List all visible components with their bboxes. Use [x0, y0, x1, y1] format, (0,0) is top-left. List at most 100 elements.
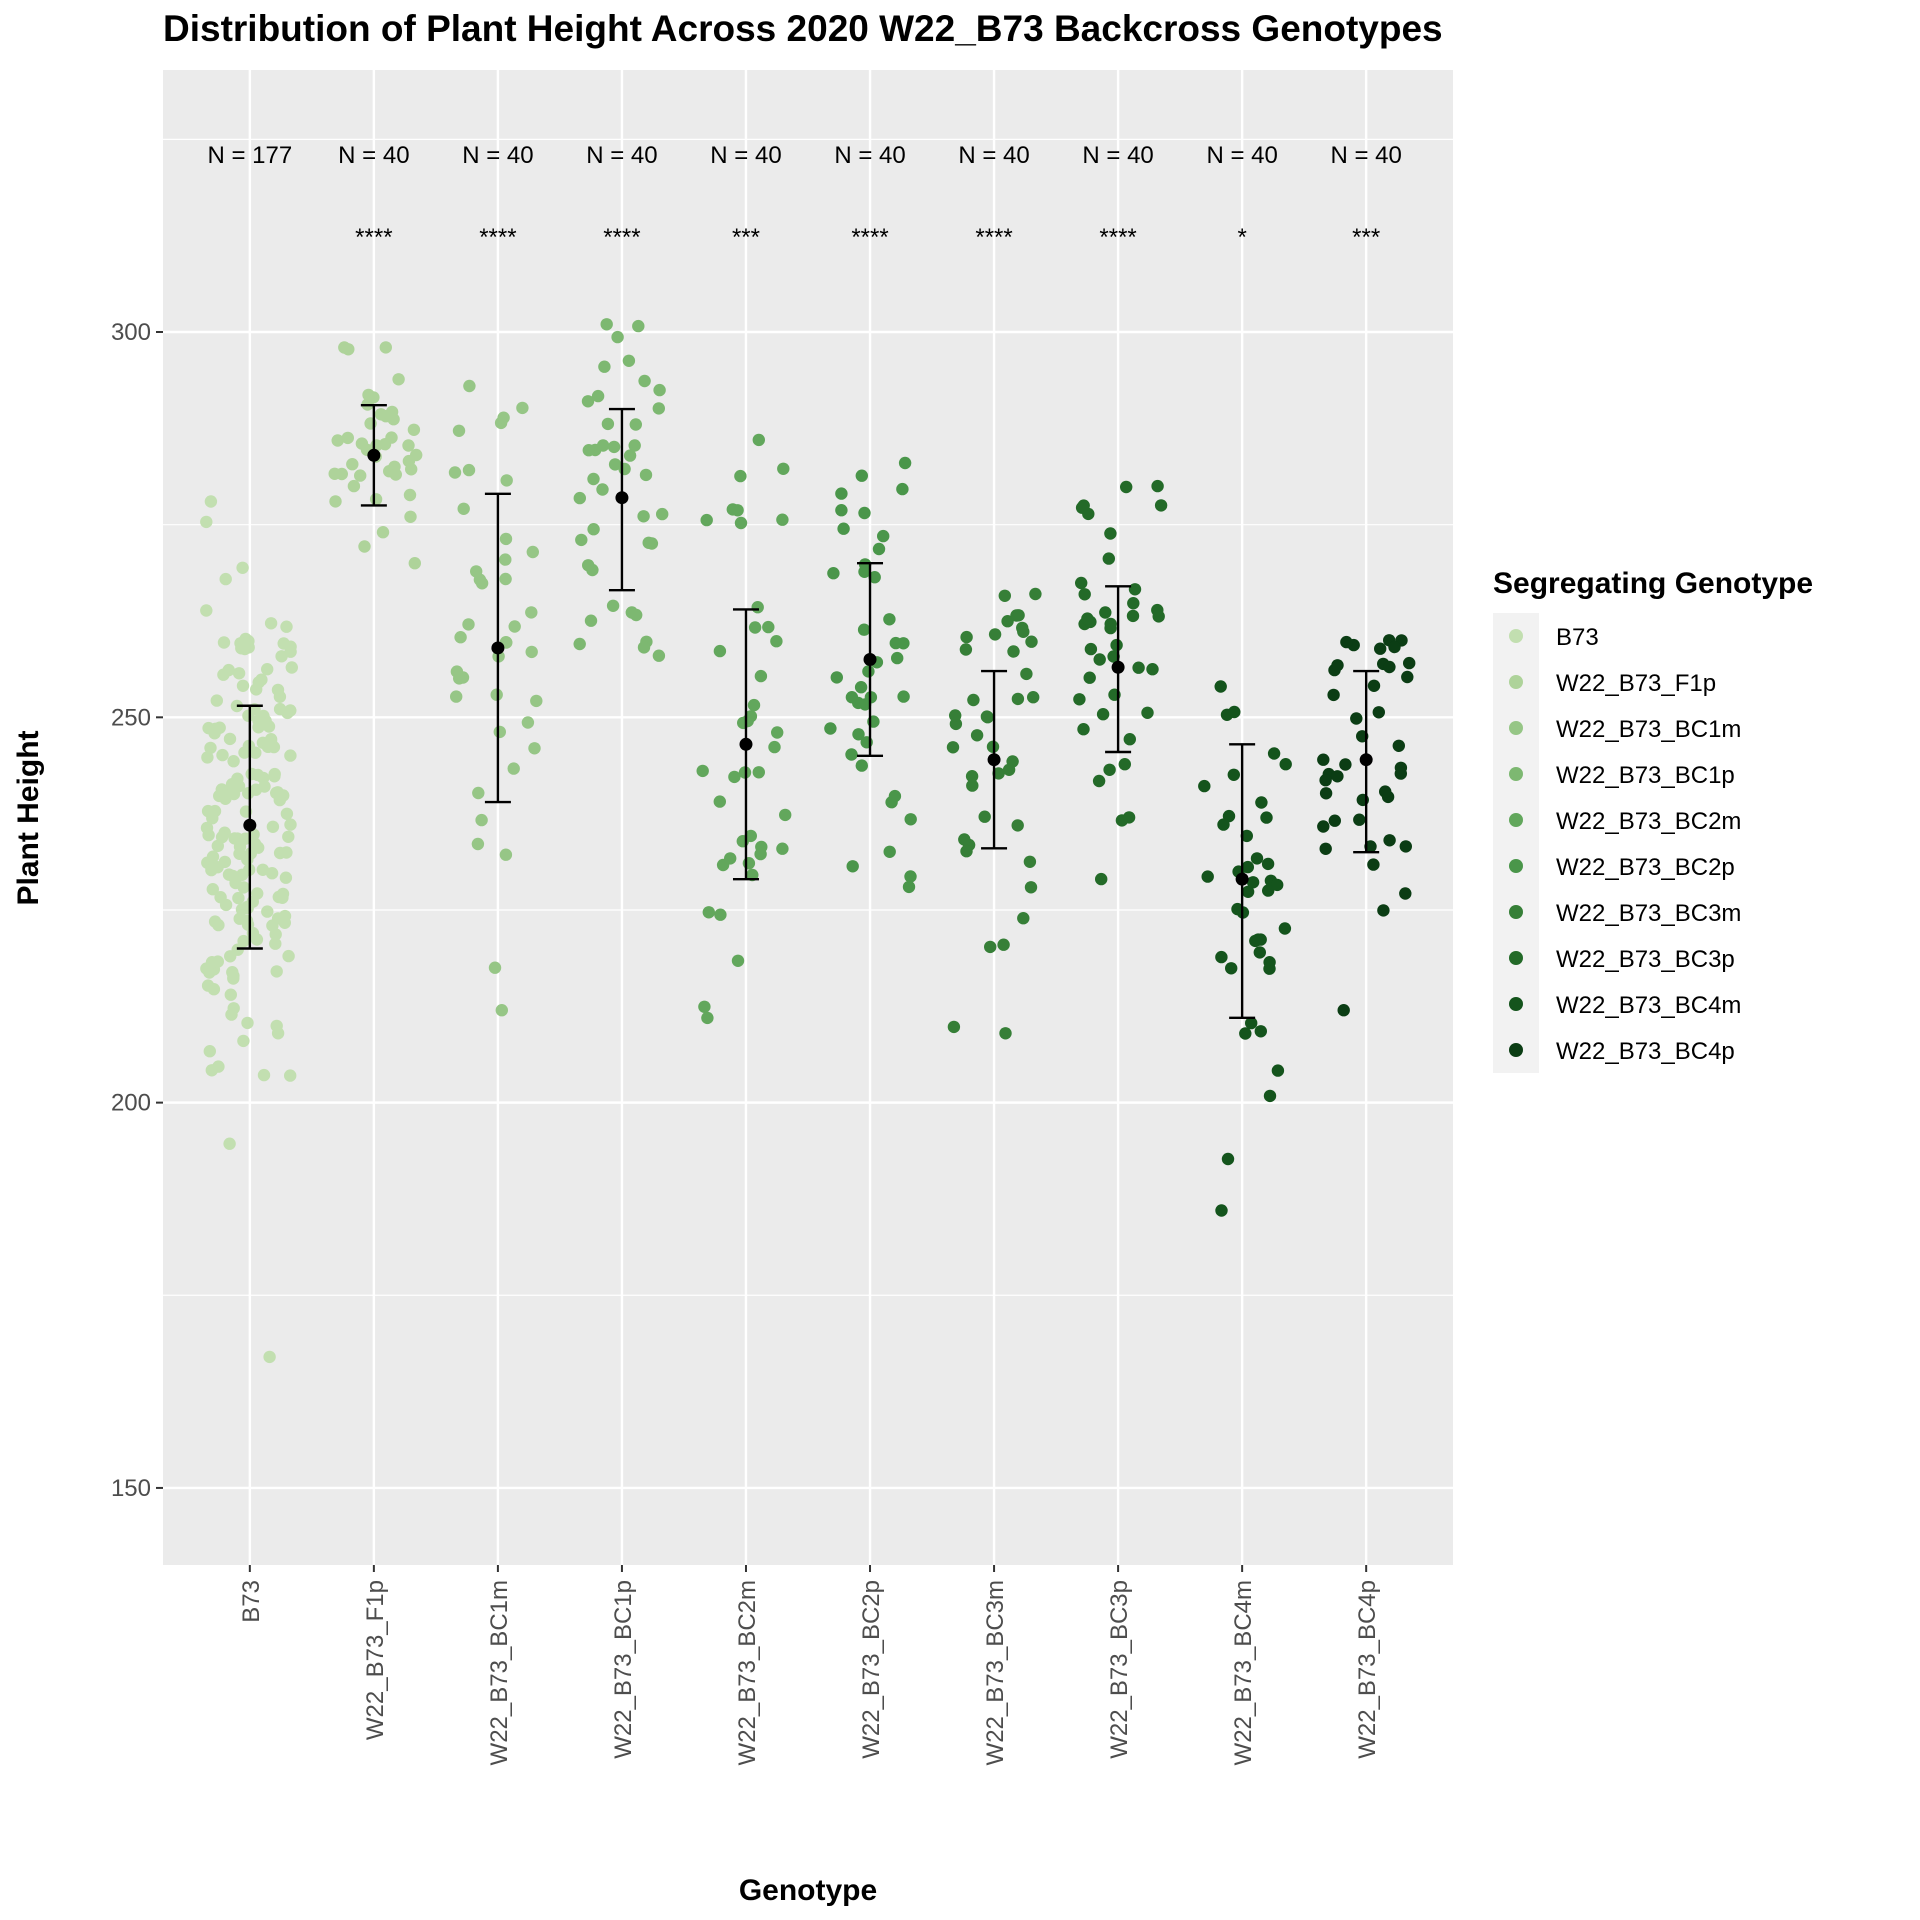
data-point	[453, 672, 466, 685]
data-point	[269, 928, 282, 941]
data-point	[734, 469, 747, 483]
data-point	[284, 1069, 297, 1082]
data-point	[980, 710, 994, 723]
y-axis-title: Plant Height	[12, 730, 45, 905]
data-point	[611, 330, 624, 344]
data-point	[268, 770, 281, 783]
data-point	[1146, 663, 1159, 676]
data-point	[251, 887, 264, 900]
data-point	[888, 789, 902, 803]
data-point	[475, 577, 489, 590]
mean-point	[491, 641, 505, 655]
data-point	[209, 722, 222, 735]
data-point	[868, 571, 881, 584]
data-point	[224, 988, 237, 1001]
data-point	[1023, 855, 1037, 868]
data-point	[203, 966, 216, 979]
data-point	[472, 786, 485, 800]
data-point	[827, 567, 840, 580]
data-point	[898, 456, 912, 470]
data-point	[279, 871, 293, 884]
data-point	[1099, 606, 1112, 619]
data-point	[223, 732, 237, 746]
data-point	[1319, 774, 1332, 787]
legend-label: W22_B73_BC4m	[1556, 992, 1741, 1019]
legend-label: W22_B73_BC4p	[1556, 1038, 1735, 1065]
data-point	[1340, 635, 1353, 649]
data-point	[984, 940, 997, 954]
data-point	[1007, 645, 1020, 658]
data-point	[902, 880, 916, 894]
sample-size-label: N = 40	[1206, 142, 1277, 169]
data-point	[1104, 617, 1117, 631]
data-point	[1350, 712, 1363, 725]
data-point	[637, 641, 651, 654]
data-point	[1017, 912, 1030, 925]
legend-label: W22_B73_F1p	[1556, 670, 1716, 697]
data-point	[1096, 708, 1110, 721]
data-point	[629, 418, 642, 431]
data-point	[497, 411, 510, 424]
data-point	[855, 759, 868, 772]
x-tick-label: W22_B73_BC3p	[1106, 1580, 1133, 1759]
data-point	[883, 845, 896, 858]
data-point	[1401, 670, 1414, 684]
data-point	[1254, 1025, 1268, 1038]
data-point	[285, 661, 298, 674]
data-point	[714, 908, 727, 921]
data-point	[507, 762, 520, 775]
legend-label: W22_B73_BC2m	[1556, 808, 1741, 835]
data-point	[227, 1002, 240, 1015]
significance-label: ****	[479, 224, 516, 251]
data-point	[835, 504, 848, 517]
data-point	[632, 319, 645, 333]
data-point	[500, 474, 513, 487]
data-point	[354, 469, 367, 482]
data-point	[622, 354, 636, 367]
data-point	[728, 770, 741, 784]
data-point	[237, 934, 250, 948]
data-point	[606, 599, 620, 612]
data-point	[638, 374, 651, 388]
data-point	[1132, 661, 1145, 674]
data-point	[284, 818, 297, 831]
data-point	[227, 755, 240, 768]
data-point	[872, 542, 886, 556]
data-point	[342, 343, 355, 356]
data-point	[249, 746, 262, 759]
data-point	[516, 401, 529, 415]
data-point	[239, 832, 252, 845]
data-point	[741, 714, 754, 728]
legend-label: B73	[1556, 624, 1599, 651]
data-point	[998, 589, 1011, 602]
data-point	[261, 905, 274, 918]
data-point	[959, 643, 973, 656]
data-point	[1260, 811, 1273, 824]
data-point	[1317, 820, 1330, 833]
data-point	[1073, 693, 1086, 706]
data-point	[751, 601, 764, 614]
y-axis-ticks	[156, 331, 163, 1489]
data-point	[1020, 667, 1033, 681]
data-point	[238, 746, 251, 759]
data-point	[1095, 872, 1108, 886]
data-point	[204, 741, 217, 755]
data-point	[858, 506, 871, 520]
data-point	[698, 1000, 711, 1013]
data-point	[581, 395, 595, 408]
data-point	[493, 725, 506, 739]
data-point	[628, 439, 641, 452]
plot-panel	[163, 70, 1453, 1565]
mean-point	[1359, 753, 1373, 767]
data-point	[607, 440, 621, 454]
data-point	[1104, 527, 1117, 540]
data-point	[257, 1068, 271, 1082]
data-point	[276, 887, 290, 901]
data-point	[1093, 653, 1106, 666]
legend-title: Segregating Genotype	[1493, 567, 1813, 600]
data-point	[947, 1020, 961, 1034]
significance-label: ****	[975, 224, 1012, 251]
data-point	[1254, 933, 1267, 946]
data-point	[1331, 770, 1344, 783]
data-point	[713, 644, 727, 658]
